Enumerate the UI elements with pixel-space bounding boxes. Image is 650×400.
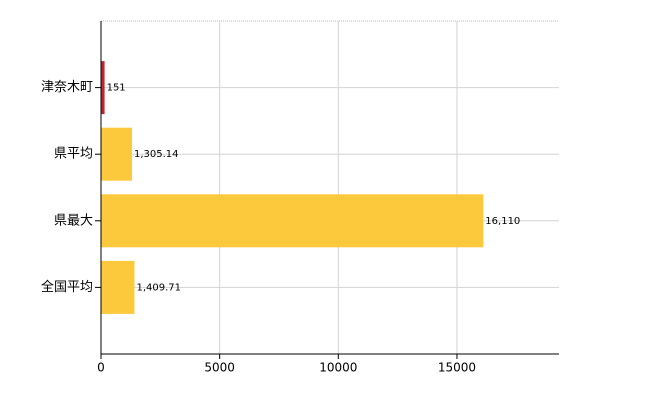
x-tick-label: 0 bbox=[97, 361, 105, 375]
value-label: 1,409.71 bbox=[136, 282, 181, 293]
bar bbox=[101, 127, 132, 181]
bar bbox=[101, 194, 484, 248]
x-tick-label: 15000 bbox=[438, 361, 476, 375]
bar bbox=[101, 260, 135, 314]
y-tick-label: 津奈木町 bbox=[41, 80, 93, 95]
x-tick-label: 5000 bbox=[204, 361, 235, 375]
y-tick-label: 全国平均 bbox=[41, 279, 93, 295]
bar bbox=[101, 61, 105, 115]
value-label: 1,305.14 bbox=[134, 149, 179, 160]
value-label: 16,110 bbox=[485, 216, 520, 227]
x-tick-label: 10000 bbox=[319, 361, 357, 375]
y-tick-label: 県最大 bbox=[54, 213, 93, 228]
value-label: 151 bbox=[107, 83, 126, 94]
y-tick-label: 県平均 bbox=[54, 147, 93, 162]
